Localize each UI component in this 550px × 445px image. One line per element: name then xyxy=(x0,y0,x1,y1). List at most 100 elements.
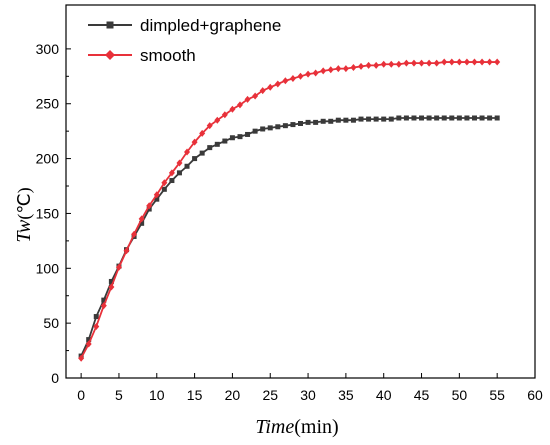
data-point-smooth xyxy=(380,60,387,68)
data-point-smooth xyxy=(403,59,410,67)
data-point-dimpled-graphene xyxy=(403,115,409,121)
x-tick-label: 25 xyxy=(262,387,278,403)
data-point-smooth xyxy=(108,283,115,291)
series-line-smooth xyxy=(80,61,498,359)
data-point-smooth xyxy=(138,215,145,223)
data-point-dimpled-graphene xyxy=(222,138,228,144)
plot-frame xyxy=(65,4,536,379)
data-point-dimpled-graphene xyxy=(464,115,470,121)
data-point-smooth xyxy=(100,302,107,310)
x-tick-label: 30 xyxy=(300,387,316,403)
data-point-dimpled-graphene xyxy=(176,170,182,176)
data-point-smooth xyxy=(85,340,92,348)
data-point-smooth xyxy=(282,77,289,85)
data-point-smooth xyxy=(426,59,433,67)
data-point-smooth xyxy=(297,72,304,80)
data-point-smooth xyxy=(221,111,228,119)
data-point-smooth xyxy=(463,58,470,66)
x-tick-label: 60 xyxy=(527,387,543,403)
data-point-smooth xyxy=(388,60,395,68)
data-point-smooth xyxy=(373,61,380,69)
data-point-dimpled-graphene xyxy=(275,124,281,130)
data-point-dimpled-graphene xyxy=(267,125,273,131)
data-point-dimpled-graphene xyxy=(101,297,107,303)
data-point-dimpled-graphene xyxy=(434,115,440,121)
data-point-smooth xyxy=(320,67,327,75)
data-point-dimpled-graphene xyxy=(494,115,500,121)
data-point-dimpled-graphene xyxy=(207,145,213,151)
y-tick-label: 50 xyxy=(43,315,59,331)
data-point-dimpled-graphene xyxy=(411,115,417,121)
data-point-smooth xyxy=(146,202,153,210)
x-tick-label: 20 xyxy=(225,387,241,403)
data-point-dimpled-graphene xyxy=(487,115,493,121)
data-point-smooth xyxy=(433,59,440,67)
data-point-dimpled-graphene xyxy=(456,115,462,121)
data-point-smooth xyxy=(161,179,168,187)
x-axis-ticks: 0 5 10 15 20 25 30 35 40 45 50 55 60 xyxy=(77,373,543,403)
data-point-dimpled-graphene xyxy=(441,115,447,121)
legend-label-smooth: smooth xyxy=(140,46,196,65)
data-point-smooth xyxy=(115,263,122,271)
y-axis-ticks: 0 50 100 150 200 250 300 xyxy=(36,41,71,386)
data-point-dimpled-graphene xyxy=(93,314,99,320)
data-point-smooth xyxy=(494,58,501,66)
data-point-smooth xyxy=(342,65,349,73)
legend-label-dimpled: dimpled+graphene xyxy=(140,16,281,35)
data-point-smooth xyxy=(168,169,175,177)
data-point-smooth xyxy=(93,322,100,330)
series-layer xyxy=(78,58,501,362)
data-point-smooth xyxy=(335,65,342,73)
data-point-smooth xyxy=(486,58,493,66)
data-point-dimpled-graphene xyxy=(396,115,402,121)
data-point-smooth xyxy=(206,122,213,130)
data-point-dimpled-graphene xyxy=(358,116,364,122)
data-point-dimpled-graphene xyxy=(320,118,326,124)
data-point-smooth xyxy=(214,116,221,124)
data-point-smooth xyxy=(199,129,206,137)
data-point-smooth xyxy=(123,247,130,255)
data-point-dimpled-graphene xyxy=(192,156,198,162)
data-point-dimpled-graphene xyxy=(388,116,394,122)
data-point-smooth xyxy=(274,80,281,88)
x-tick-label: 50 xyxy=(452,387,468,403)
x-tick-label: 45 xyxy=(414,387,430,403)
data-point-smooth xyxy=(358,62,365,70)
data-point-smooth xyxy=(365,61,372,69)
x-tick-label: 15 xyxy=(187,387,203,403)
data-point-smooth xyxy=(236,101,243,109)
data-point-smooth xyxy=(252,92,259,100)
data-point-dimpled-graphene xyxy=(449,115,455,121)
data-point-dimpled-graphene xyxy=(419,115,425,121)
data-point-dimpled-graphene xyxy=(260,126,266,132)
data-point-smooth xyxy=(327,66,334,74)
data-point-smooth xyxy=(456,58,463,66)
data-point-smooth xyxy=(153,191,160,199)
data-point-dimpled-graphene xyxy=(161,186,167,192)
data-point-dimpled-graphene xyxy=(184,163,190,169)
legend-marker-dimpled xyxy=(106,21,114,29)
data-point-smooth xyxy=(441,58,448,66)
data-point-dimpled-graphene xyxy=(237,134,243,140)
data-point-dimpled-graphene xyxy=(335,117,341,123)
data-point-dimpled-graphene xyxy=(290,122,296,128)
legend-marker-smooth xyxy=(105,50,115,60)
data-point-dimpled-graphene xyxy=(366,116,372,122)
y-tick-label: 300 xyxy=(36,41,60,57)
data-point-smooth xyxy=(184,148,191,156)
data-point-dimpled-graphene xyxy=(199,150,205,156)
x-tick-label: 40 xyxy=(376,387,392,403)
x-tick-label: 35 xyxy=(338,387,354,403)
data-point-dimpled-graphene xyxy=(373,116,379,122)
data-point-smooth xyxy=(305,70,312,78)
data-point-smooth xyxy=(191,138,198,146)
x-axis-title-var: Time xyxy=(255,416,294,438)
data-point-smooth xyxy=(312,69,319,77)
series-line-dimpled-graphene xyxy=(80,117,498,357)
data-point-dimpled-graphene xyxy=(350,117,356,123)
x-tick-label: 55 xyxy=(489,387,505,403)
data-point-smooth xyxy=(418,59,425,67)
data-point-dimpled-graphene xyxy=(305,119,311,125)
data-point-smooth xyxy=(131,230,138,238)
